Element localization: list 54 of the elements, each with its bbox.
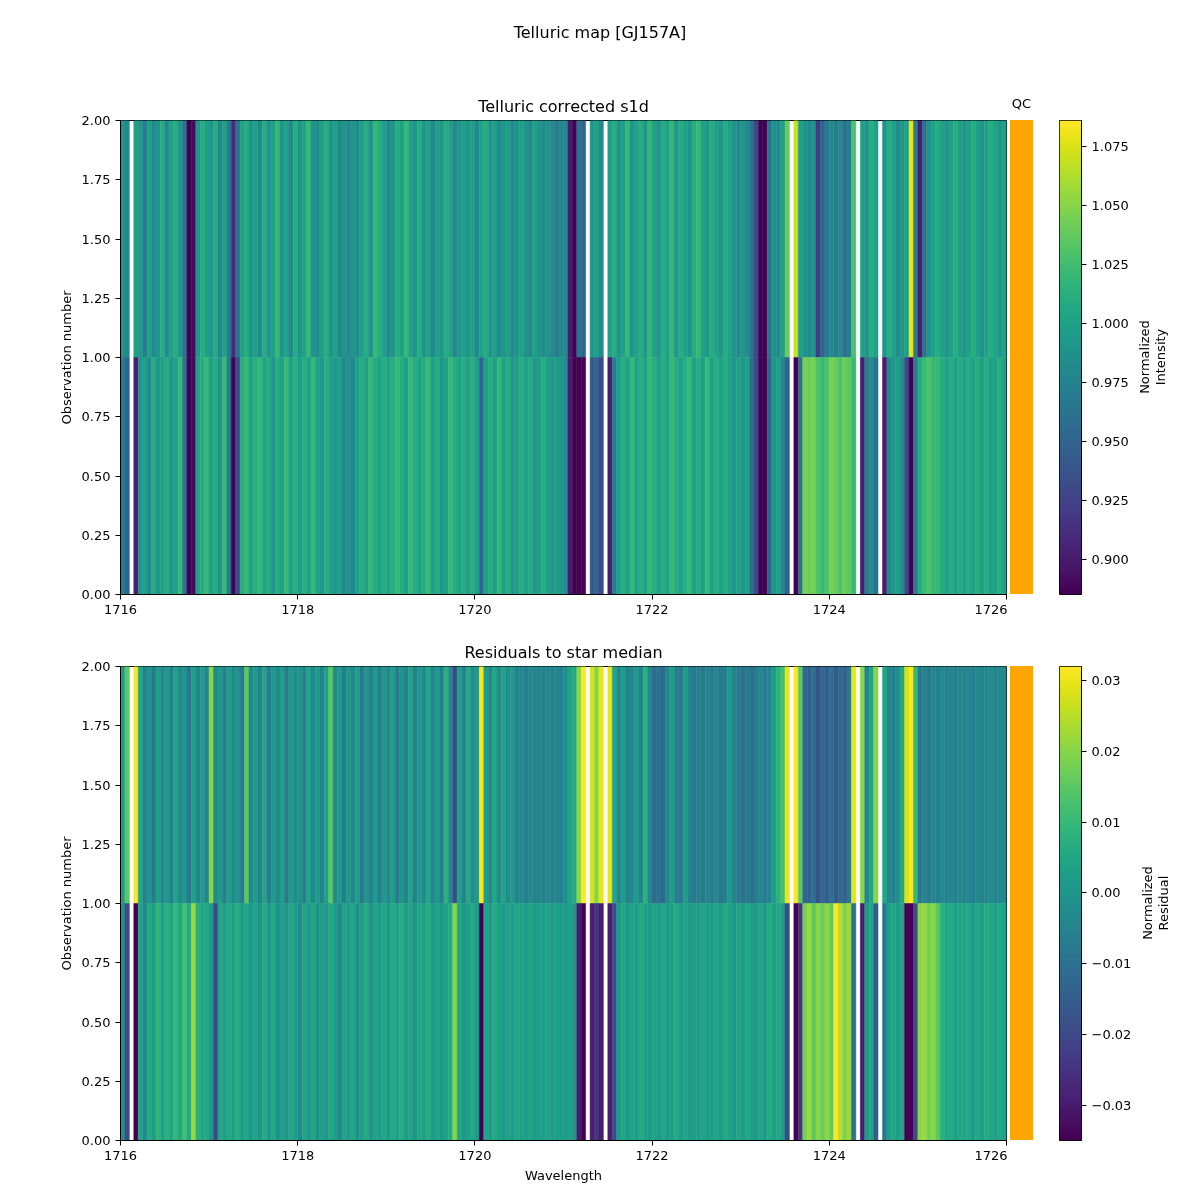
x-tick-label: 1718 xyxy=(281,601,315,617)
chart-subtitle: Telluric corrected s1d xyxy=(477,96,649,116)
color-bar-label: 1.000 xyxy=(1091,315,1129,331)
y-tick-label: 0.50 xyxy=(81,468,111,484)
y-tick-label: 0.75 xyxy=(81,955,111,971)
y-tick-label: 2.00 xyxy=(81,113,111,128)
chart-title: Telluric map [GJ157A] xyxy=(512,22,688,44)
x-axis-title: Wavelength xyxy=(524,1167,603,1183)
x-tick-label: 1716 xyxy=(103,601,138,617)
color-bar-label: 1.075 xyxy=(1091,138,1129,154)
y-tick-label: 1.50 xyxy=(81,777,111,793)
x-tick-label: 1722 xyxy=(635,601,669,617)
y-tick-label: 0.75 xyxy=(81,409,111,425)
y-tick-label: 1.25 xyxy=(81,836,111,852)
color-bar-label: −0.03 xyxy=(1091,1097,1132,1113)
color-bar-label: 0.925 xyxy=(1091,492,1129,508)
color-bar-title: Normalized Intensity xyxy=(1137,320,1169,394)
y-tick-label: 1.00 xyxy=(81,350,111,365)
y-tick-label: 0.00 xyxy=(81,1133,111,1148)
color-bar-label: −0.01 xyxy=(1091,956,1132,972)
x-tick-label: 1726 xyxy=(974,1147,1008,1163)
y-tick-label: 0.50 xyxy=(81,1014,111,1030)
x-tick-label: 1722 xyxy=(635,1147,669,1163)
x-tick-label: 1720 xyxy=(458,601,492,617)
x-tick-label: 1720 xyxy=(458,1147,492,1163)
chart-title: Residuals to star median xyxy=(464,642,663,662)
color-bar-label: 0.900 xyxy=(1091,551,1129,567)
y-tick-label: 0.25 xyxy=(81,527,111,543)
color-bar-label: 0.01 xyxy=(1091,814,1121,830)
y-tick-label: 0.25 xyxy=(81,1073,111,1089)
y-axis-title: Observation number xyxy=(58,289,74,425)
color-bar-label: −0.02 xyxy=(1091,1026,1132,1042)
y-tick-label: 1.00 xyxy=(81,896,111,911)
x-tick-label: 1724 xyxy=(812,1147,846,1163)
x-tick-label: 1724 xyxy=(812,601,846,617)
color-bar-title: Normalized Residual xyxy=(1140,866,1172,940)
y-tick-label: 1.25 xyxy=(81,290,111,306)
y-tick-label: 1.50 xyxy=(81,231,111,247)
color-bar-label: 0.00 xyxy=(1091,885,1121,901)
x-tick-label: 1716 xyxy=(103,1147,138,1163)
y-tick-label: 1.75 xyxy=(81,172,111,188)
y-tick-label: 1.75 xyxy=(81,718,111,734)
y-tick-label: 2.00 xyxy=(81,659,111,674)
color-bar-label: 1.025 xyxy=(1091,256,1129,272)
text: QC xyxy=(1010,95,1033,113)
color-bar-label: 1.050 xyxy=(1091,197,1129,213)
color-bar-label: 0.02 xyxy=(1091,743,1121,759)
x-tick-label: 1718 xyxy=(281,1147,315,1163)
color-bar-label: 0.975 xyxy=(1091,374,1129,390)
color-bar-label: 0.03 xyxy=(1091,673,1121,689)
y-tick-label: 0.00 xyxy=(81,587,111,602)
y-axis-title: Observation number xyxy=(58,835,74,971)
color-bar-label: 0.950 xyxy=(1091,433,1129,449)
x-tick-label: 1726 xyxy=(974,601,1008,617)
